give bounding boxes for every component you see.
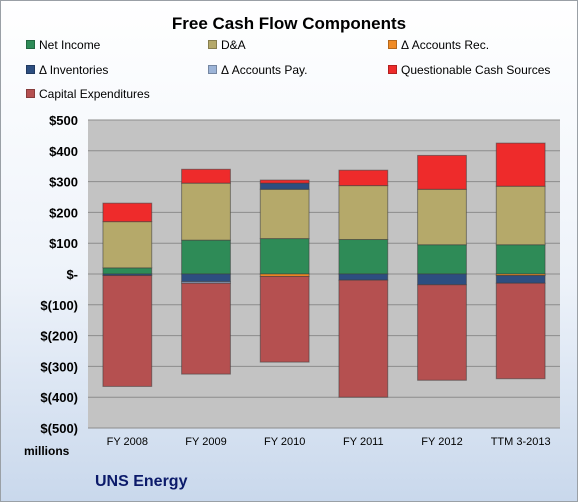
legend-label: Questionable Cash Sources [401,63,551,77]
bar-segment [181,182,231,241]
bar-segment [259,188,310,240]
bar-segment [417,284,467,381]
y-tick-label: $400 [49,144,78,159]
bar-segment [259,179,310,184]
bar-segment [259,182,310,190]
bar-segment [417,188,467,246]
legend-swatch [26,40,35,49]
legend-item-d-and-a: D&A [208,38,246,52]
bar-segment [102,275,153,387]
bar-segment [495,142,546,187]
x-tick-label: FY 2009 [185,436,226,448]
legend-swatch [388,65,397,74]
bar-segment [338,273,389,281]
legend-swatch [208,40,217,49]
legend-swatch [26,89,35,98]
chart-title: Free Cash Flow Components [171,14,407,33]
bar-segment [495,282,546,380]
bar-segment [259,275,310,363]
legend-item-inventories: Δ Inventories [26,63,108,77]
units-label: millions [24,444,70,458]
bar-segment [259,238,310,275]
legend-swatch [388,40,397,49]
y-tick-label: $(200) [40,329,78,344]
legend-item-net-income: Net Income [26,38,100,52]
bar-segment [181,282,231,375]
legend: Net Income D&A Δ Accounts Rec. Δ Invento… [0,36,578,106]
x-tick-label: FY 2010 [264,436,305,448]
bar-segment [102,221,153,269]
y-tick-label: $(300) [40,359,78,374]
y-tick-label: $200 [49,205,78,220]
bar-segment [495,185,546,246]
bar-segment [338,185,389,241]
bar-segment [338,169,389,187]
bar-segment [417,273,467,286]
bar-segment [495,244,546,275]
x-tick-label: FY 2012 [421,436,462,448]
bar-segment [495,275,546,284]
legend-swatch [208,65,217,74]
bar-segment [417,244,467,275]
bar-segment [338,239,389,275]
legend-label: D&A [221,38,246,52]
bar-segment [102,267,153,275]
legend-item-questionable-cash: Questionable Cash Sources [388,63,550,77]
y-tick-label: $- [66,267,78,282]
y-tick-label: $100 [49,236,78,251]
legend-label: Δ Accounts Rec. [401,38,490,52]
bar-segment [338,279,389,398]
bar-segment [181,168,231,184]
bar-segment [102,202,153,223]
y-tick-label: $(100) [40,298,78,313]
legend-item-accounts-pay: Δ Accounts Pay. [208,63,308,77]
legend-item-accounts-rec: Δ Accounts Rec. [388,38,489,52]
y-tick-label: $300 [49,175,78,190]
bar-segment [181,239,231,275]
legend-label: Net Income [39,38,101,52]
bar-segment [181,273,231,283]
y-tick-label: $(400) [40,390,78,405]
x-tick-label: FY 2008 [107,436,148,448]
x-tick-label: TTM 3-2013 [491,436,551,448]
legend-swatch [26,65,35,74]
bar-segment [417,154,467,190]
legend-label: Δ Inventories [39,63,109,77]
y-tick-label: $(500) [40,421,78,436]
legend-label: Capital Expenditures [39,87,150,101]
legend-item-capex: Capital Expenditures [26,87,150,101]
y-tick-label: $500 [49,113,78,128]
x-tick-label: FY 2011 [343,436,384,448]
footer-company: UNS Energy [95,473,188,490]
legend-label: Δ Accounts Pay. [221,63,308,77]
